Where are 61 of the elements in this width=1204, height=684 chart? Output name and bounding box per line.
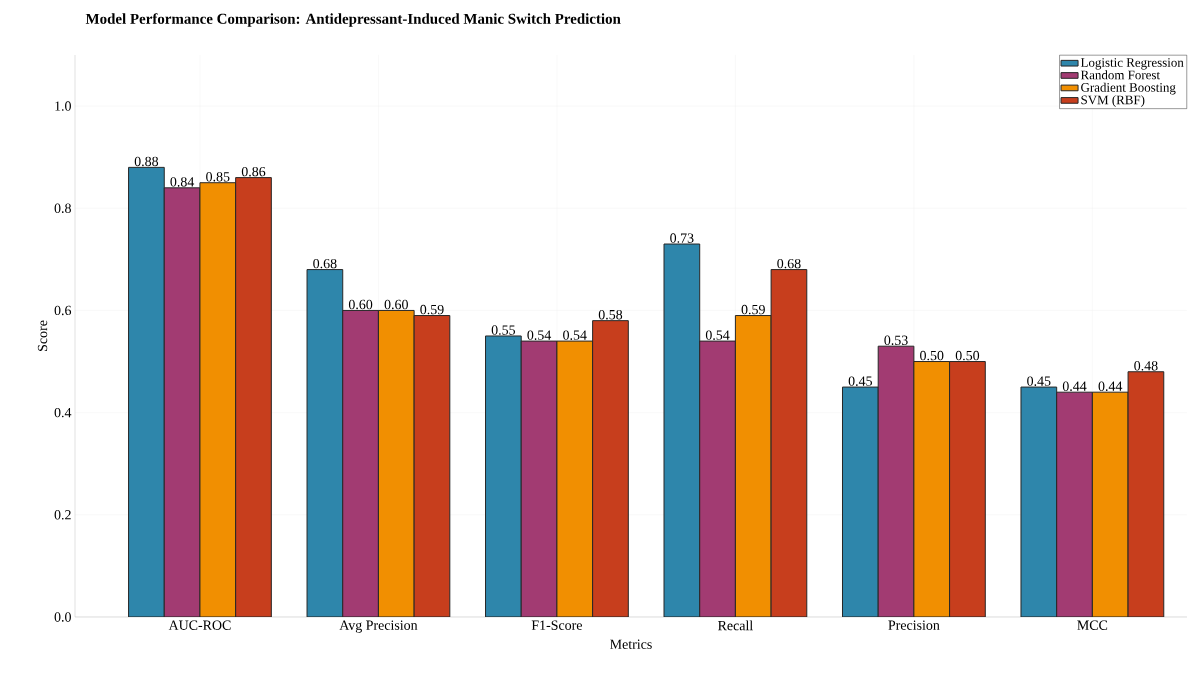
bar xyxy=(235,177,272,617)
data-label: 0.55 xyxy=(491,325,516,335)
bar xyxy=(485,335,522,617)
bar xyxy=(663,243,701,617)
data-label: 0.45 xyxy=(1027,376,1051,386)
x-tick-label: MCC xyxy=(1077,620,1108,630)
y-tick-label: 0.2 xyxy=(54,510,71,520)
y-tick-label: 1.0 xyxy=(55,101,71,111)
bar xyxy=(163,187,201,617)
bar xyxy=(413,315,451,617)
bar xyxy=(842,386,879,617)
data-label: 0.59 xyxy=(741,304,765,315)
data-label: 0.54 xyxy=(705,330,730,340)
x-axis-title: Metrics xyxy=(610,639,652,649)
bar xyxy=(306,269,344,617)
bar xyxy=(770,269,808,617)
y-tick-label: 0.6 xyxy=(54,305,72,316)
data-label: 0.85 xyxy=(206,172,230,182)
chart-title: Model Performance Comparison: Antidepressant-Induced Manic Switch Prediction xyxy=(85,13,621,27)
data-label: 0.53 xyxy=(884,335,908,346)
data-label: 0.60 xyxy=(384,299,408,310)
legend-label: Gradient Boosting xyxy=(1081,82,1176,95)
bar xyxy=(1056,391,1093,617)
data-label: 0.68 xyxy=(777,258,801,269)
bar xyxy=(1020,386,1058,617)
y-axis-title: Score xyxy=(37,320,48,351)
data-label: 0.73 xyxy=(670,233,694,243)
y-tick-label: 0.8 xyxy=(54,203,71,213)
data-label: 0.44 xyxy=(1098,381,1123,391)
data-label: 0.84 xyxy=(170,177,195,187)
bar xyxy=(592,320,629,617)
data-label: 0.50 xyxy=(955,350,980,361)
data-label: 0.54 xyxy=(563,330,587,340)
x-tick-label: Precision xyxy=(888,620,940,630)
bar xyxy=(128,166,165,617)
bar xyxy=(1127,371,1165,617)
data-label: 0.60 xyxy=(348,299,373,310)
x-tick-label: F1-Score xyxy=(531,620,582,630)
bar xyxy=(520,340,558,617)
x-tick-label: AUC-ROC xyxy=(168,620,231,630)
y-tick-label: 0.0 xyxy=(54,612,71,622)
y-tick-label: 0.4 xyxy=(54,407,72,418)
x-tick-label: Avg Precision xyxy=(339,620,418,633)
data-label: 0.86 xyxy=(241,166,266,177)
data-label: 0.48 xyxy=(1134,361,1158,371)
data-label: 0.59 xyxy=(420,304,444,315)
data-label: 0.58 xyxy=(598,309,623,320)
bar xyxy=(699,340,736,617)
bar xyxy=(877,345,915,617)
data-label: 0.44 xyxy=(1062,381,1087,391)
data-label: 0.54 xyxy=(527,330,552,340)
data-label: 0.45 xyxy=(848,376,873,386)
legend-label: Random Forest xyxy=(1080,70,1160,80)
bar xyxy=(949,361,986,617)
legend-label: Logistic Regression xyxy=(1080,58,1184,70)
legend-label: SVM (RBF) xyxy=(1081,95,1145,107)
bar xyxy=(342,309,379,617)
data-label: 0.88 xyxy=(134,156,159,167)
data-label: 0.68 xyxy=(313,258,337,269)
data-label: 0.50 xyxy=(920,350,944,361)
x-tick-label: Recall xyxy=(718,620,753,631)
